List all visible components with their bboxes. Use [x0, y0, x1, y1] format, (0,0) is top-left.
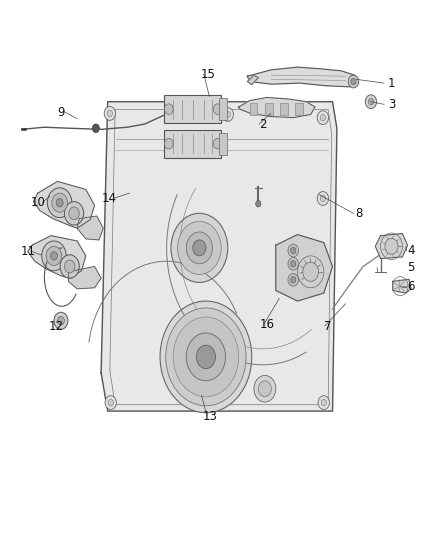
Circle shape — [318, 395, 329, 409]
Circle shape — [57, 317, 64, 325]
Circle shape — [92, 124, 99, 133]
Bar — [219, 133, 227, 155]
Text: 5: 5 — [407, 261, 415, 274]
Polygon shape — [276, 235, 332, 301]
Circle shape — [303, 262, 318, 281]
Polygon shape — [375, 233, 408, 259]
Circle shape — [47, 188, 72, 217]
Circle shape — [320, 115, 325, 121]
Bar — [265, 103, 273, 115]
Circle shape — [69, 207, 79, 220]
Bar — [295, 103, 303, 115]
Polygon shape — [77, 216, 103, 240]
Polygon shape — [28, 236, 86, 278]
Circle shape — [64, 201, 84, 225]
Polygon shape — [33, 181, 95, 228]
Circle shape — [54, 312, 68, 329]
Circle shape — [254, 375, 276, 402]
Text: 3: 3 — [388, 98, 395, 111]
Circle shape — [56, 198, 63, 207]
Text: 11: 11 — [20, 245, 35, 258]
Text: 6: 6 — [407, 280, 415, 293]
Text: 9: 9 — [57, 106, 65, 119]
Circle shape — [173, 317, 239, 397]
Circle shape — [351, 78, 356, 85]
Circle shape — [290, 277, 296, 283]
Text: 10: 10 — [30, 196, 45, 209]
Bar — [219, 98, 227, 120]
Text: 2: 2 — [259, 118, 266, 131]
Circle shape — [288, 273, 298, 286]
Circle shape — [317, 111, 328, 125]
Text: 1: 1 — [388, 77, 395, 90]
Circle shape — [258, 381, 272, 397]
Text: 8: 8 — [355, 207, 362, 220]
Circle shape — [368, 99, 374, 105]
Text: 7: 7 — [325, 320, 332, 333]
Circle shape — [256, 200, 261, 207]
Circle shape — [213, 139, 222, 149]
Circle shape — [108, 399, 113, 406]
Circle shape — [166, 308, 246, 406]
Circle shape — [60, 255, 79, 278]
Circle shape — [288, 244, 298, 257]
Circle shape — [320, 195, 325, 201]
Circle shape — [42, 241, 66, 271]
Bar — [280, 103, 288, 115]
Bar — [250, 103, 258, 115]
Bar — [164, 130, 221, 158]
Circle shape — [225, 111, 230, 118]
Circle shape — [186, 232, 212, 264]
Text: 12: 12 — [49, 320, 64, 333]
Circle shape — [177, 221, 221, 274]
Polygon shape — [68, 266, 101, 289]
Circle shape — [321, 399, 326, 406]
Circle shape — [222, 108, 233, 122]
Circle shape — [64, 260, 75, 273]
Circle shape — [317, 191, 328, 205]
Circle shape — [164, 104, 173, 115]
Circle shape — [50, 252, 57, 260]
Circle shape — [164, 139, 173, 149]
Text: 13: 13 — [203, 410, 218, 423]
Polygon shape — [247, 75, 258, 85]
Circle shape — [107, 110, 113, 117]
Circle shape — [348, 75, 359, 88]
Circle shape — [288, 257, 298, 270]
Circle shape — [385, 238, 398, 254]
Circle shape — [171, 213, 228, 282]
Polygon shape — [101, 102, 337, 411]
Text: 16: 16 — [260, 319, 275, 332]
Text: 14: 14 — [102, 192, 117, 205]
Polygon shape — [247, 67, 359, 87]
Text: 4: 4 — [407, 244, 415, 257]
Circle shape — [193, 240, 206, 256]
Polygon shape — [393, 279, 411, 293]
Circle shape — [104, 107, 116, 120]
Text: 15: 15 — [201, 68, 215, 80]
Circle shape — [213, 104, 222, 115]
Circle shape — [186, 333, 226, 381]
Circle shape — [196, 345, 215, 368]
Circle shape — [365, 95, 377, 109]
Circle shape — [290, 247, 296, 254]
Bar — [164, 95, 221, 123]
Circle shape — [105, 395, 117, 409]
Circle shape — [290, 261, 296, 267]
Circle shape — [46, 246, 62, 265]
Circle shape — [52, 193, 67, 212]
Circle shape — [160, 301, 252, 413]
Polygon shape — [239, 98, 315, 118]
